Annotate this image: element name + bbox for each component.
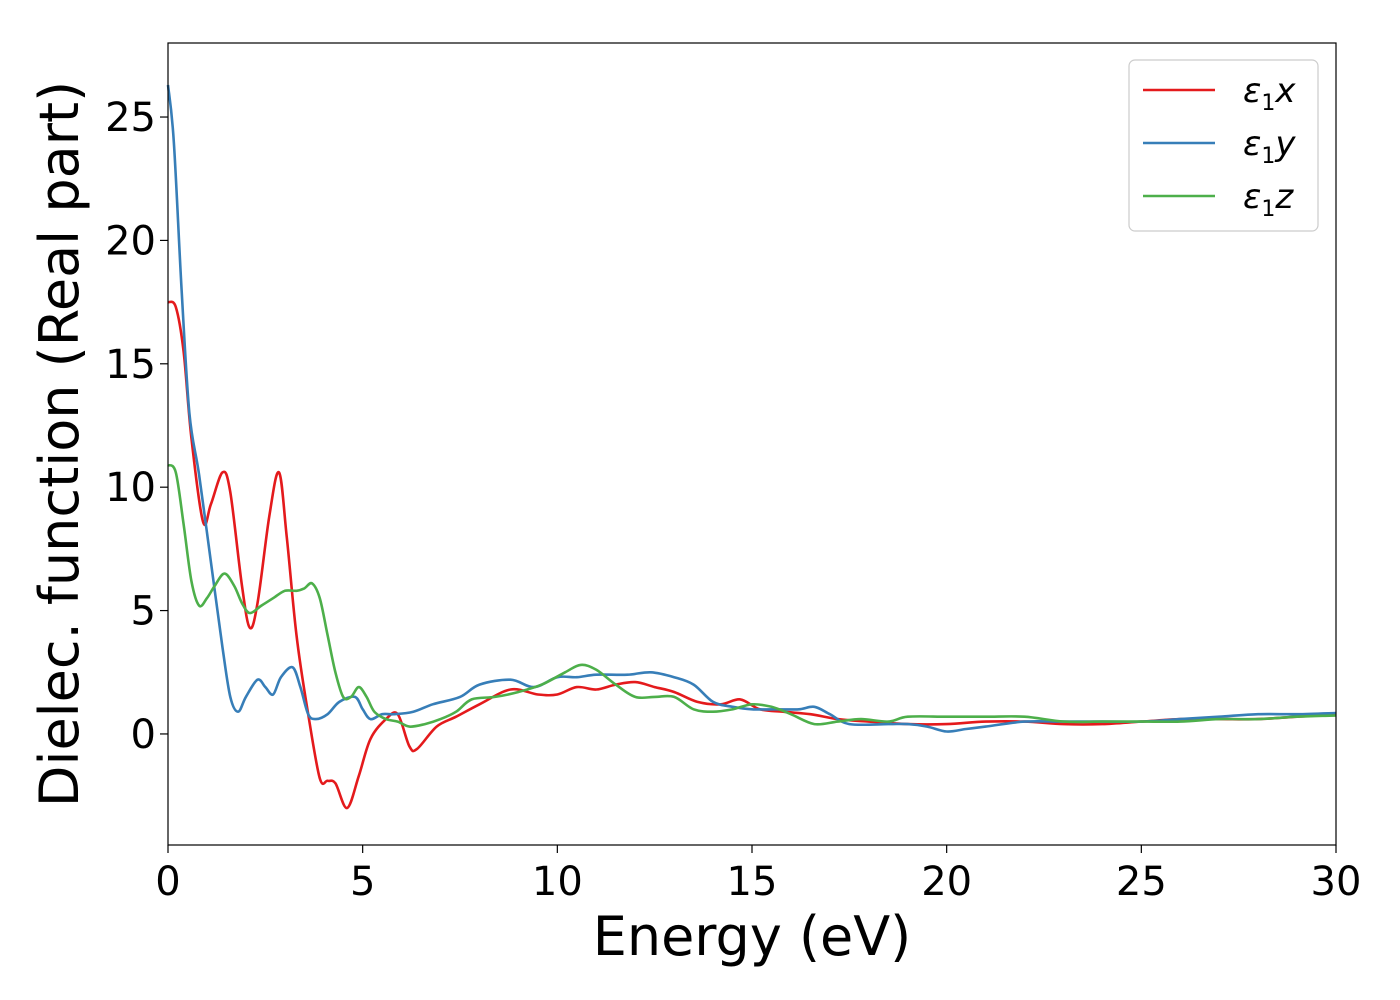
- plot-area: [166, 84, 1337, 810]
- y-tick-label: 10: [105, 465, 156, 511]
- legend-box: [1128, 59, 1319, 232]
- y-axis-ticks: 0 5 10 15 20 25: [105, 95, 168, 758]
- x-tick-label: 15: [727, 859, 778, 905]
- legend: ε1x ε1y ε1z: [1128, 59, 1319, 232]
- x-tick-label: 10: [532, 859, 583, 905]
- series-line-z: [167, 463, 1337, 728]
- series-line-x: [167, 300, 1337, 810]
- legend-label-y: ε1y: [1243, 124, 1296, 169]
- legend-label-x: ε1x: [1243, 71, 1296, 116]
- y-tick-label: 20: [105, 218, 156, 264]
- y-axis-label: Dielec. function (Real part): [28, 81, 91, 807]
- x-tick-label: 25: [1116, 859, 1167, 905]
- series-line-y: [166, 84, 1337, 733]
- x-axis-label: Energy (eV): [593, 905, 912, 968]
- x-tick-label: 30: [1311, 859, 1362, 905]
- x-axis-ticks: 0 5 10 15 20 25 30: [155, 845, 1361, 905]
- y-tick-label: 15: [105, 342, 156, 388]
- x-tick-label: 5: [350, 859, 375, 905]
- y-tick-label: 25: [105, 95, 156, 141]
- legend-label-z: ε1z: [1243, 177, 1294, 222]
- y-tick-label: 5: [131, 589, 156, 635]
- y-tick-label: 0: [131, 712, 156, 758]
- x-tick-label: 0: [155, 859, 180, 905]
- x-tick-label: 20: [921, 859, 972, 905]
